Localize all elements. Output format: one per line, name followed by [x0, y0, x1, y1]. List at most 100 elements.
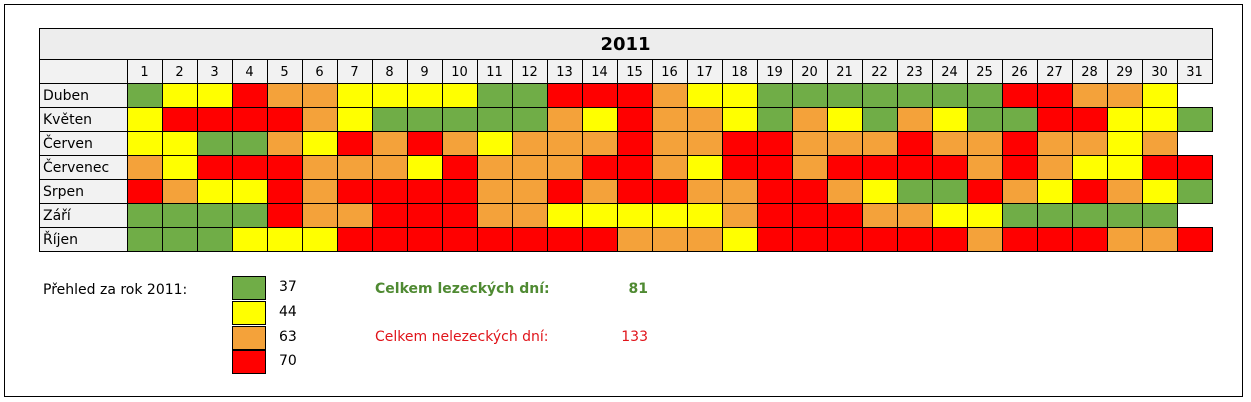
day-header-cell	[757, 59, 793, 84]
day-cell	[232, 179, 268, 204]
day-header-26: 26	[1011, 65, 1028, 80]
day-cell	[372, 179, 408, 204]
day-cell	[1142, 107, 1178, 132]
day-header-13: 13	[556, 65, 573, 80]
day-cell	[687, 83, 723, 108]
day-header-cell	[582, 59, 618, 84]
day-cell	[617, 155, 653, 180]
day-cell	[757, 227, 793, 252]
day-cell	[372, 83, 408, 108]
day-header-cell	[687, 59, 723, 84]
day-header-6: 6	[315, 65, 323, 80]
day-cell	[512, 131, 548, 156]
day-header-3: 3	[210, 65, 218, 80]
day-cell	[372, 155, 408, 180]
day-cell	[827, 203, 863, 228]
day-cell	[1107, 203, 1143, 228]
day-cell	[127, 155, 163, 180]
day-cell	[617, 131, 653, 156]
month-label: Září	[43, 208, 72, 224]
day-cell	[302, 83, 338, 108]
day-cell	[232, 131, 268, 156]
day-cell	[582, 203, 618, 228]
day-cell	[197, 131, 233, 156]
day-header-19: 19	[766, 65, 783, 80]
month-label: Červen	[43, 134, 93, 152]
day-cell	[197, 107, 233, 132]
day-cell	[617, 83, 653, 108]
day-cell	[267, 155, 303, 180]
day-cell	[1002, 83, 1038, 108]
day-cell	[897, 131, 933, 156]
day-cell	[617, 203, 653, 228]
day-cell	[722, 155, 758, 180]
day-cell	[792, 131, 828, 156]
day-header-21: 21	[836, 65, 853, 80]
day-cell	[1177, 155, 1213, 180]
day-cell	[897, 179, 933, 204]
day-cell	[197, 83, 233, 108]
day-cell	[337, 179, 373, 204]
day-cell	[127, 107, 163, 132]
day-cell	[617, 179, 653, 204]
day-cell	[932, 203, 968, 228]
day-cell	[792, 203, 828, 228]
day-cell	[512, 179, 548, 204]
day-cell	[652, 203, 688, 228]
day-cell	[687, 131, 723, 156]
day-header-cell	[1107, 59, 1143, 84]
day-cell	[862, 227, 898, 252]
day-cell	[687, 227, 723, 252]
day-header-9: 9	[420, 65, 428, 80]
day-cell	[1002, 203, 1038, 228]
day-cell	[792, 107, 828, 132]
day-cell	[162, 203, 198, 228]
climbing-days-value: 81	[628, 281, 648, 297]
day-cell	[302, 179, 338, 204]
day-cell	[722, 203, 758, 228]
day-cell	[442, 83, 478, 108]
day-cell	[1072, 227, 1108, 252]
legend-item-orange: 63	[232, 326, 352, 350]
day-header-cell	[1177, 59, 1213, 84]
legend-item-red: 70	[232, 350, 352, 374]
day-cell	[162, 227, 198, 252]
day-header-cell	[232, 59, 268, 84]
nonclimbing-days-value: 133	[621, 329, 648, 345]
day-cell	[162, 107, 198, 132]
day-cell	[862, 179, 898, 204]
day-cell	[372, 227, 408, 252]
day-header-23: 23	[906, 65, 923, 80]
day-cell	[442, 227, 478, 252]
day-cell	[232, 227, 268, 252]
day-cell	[1107, 179, 1143, 204]
day-cell	[792, 179, 828, 204]
day-cell	[197, 227, 233, 252]
day-cell	[827, 179, 863, 204]
nonclimbing-days-label: Celkem nelezeckých dní:	[375, 329, 549, 345]
month-label-cell	[39, 155, 128, 180]
day-cell	[407, 83, 443, 108]
day-cell	[1072, 107, 1108, 132]
day-cell	[407, 107, 443, 132]
day-cell	[267, 83, 303, 108]
day-cell	[827, 83, 863, 108]
day-cell	[1142, 155, 1178, 180]
day-header-cell	[512, 59, 548, 84]
day-cell	[687, 107, 723, 132]
day-cell	[1037, 131, 1073, 156]
day-cell	[862, 107, 898, 132]
day-header-20: 20	[801, 65, 818, 80]
day-cell	[337, 227, 373, 252]
day-header-cell	[1037, 59, 1073, 84]
day-cell	[757, 179, 793, 204]
day-cell	[967, 83, 1003, 108]
chart-title: 2011	[600, 34, 650, 55]
day-cell	[652, 227, 688, 252]
day-cell	[197, 155, 233, 180]
day-cell	[862, 83, 898, 108]
day-cell	[617, 227, 653, 252]
day-cell	[442, 155, 478, 180]
day-header-27: 27	[1046, 65, 1063, 80]
day-cell	[197, 179, 233, 204]
